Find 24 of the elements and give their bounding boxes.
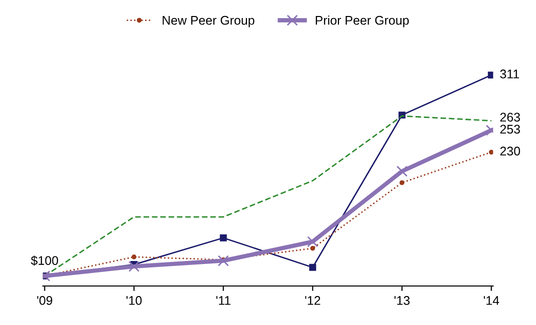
legend-label: Prior Peer Group <box>316 16 409 28</box>
point <box>220 234 227 242</box>
x-tick-label: '11 <box>216 296 230 305</box>
x-tick-label: '12 <box>305 296 320 305</box>
x-tick-label: '14 <box>484 296 500 305</box>
point <box>309 264 316 271</box>
point <box>310 246 316 251</box>
legend-label: New Peer Group <box>162 16 254 28</box>
point <box>307 236 318 248</box>
data-label: 253 <box>500 124 520 134</box>
x-tick-label: '09 <box>37 296 52 305</box>
point <box>400 180 404 186</box>
point <box>396 166 408 177</box>
x-tick-label: '13 <box>394 296 410 305</box>
point <box>132 254 136 260</box>
data-label: 263 <box>500 112 520 122</box>
point <box>488 150 494 155</box>
x-tick-label: '10 <box>126 296 142 305</box>
data-label: 311 <box>500 70 519 78</box>
point <box>128 260 140 272</box>
data-label: $100 <box>30 256 58 266</box>
point <box>218 255 229 266</box>
point <box>488 72 494 79</box>
data-label: 230 <box>500 146 520 156</box>
